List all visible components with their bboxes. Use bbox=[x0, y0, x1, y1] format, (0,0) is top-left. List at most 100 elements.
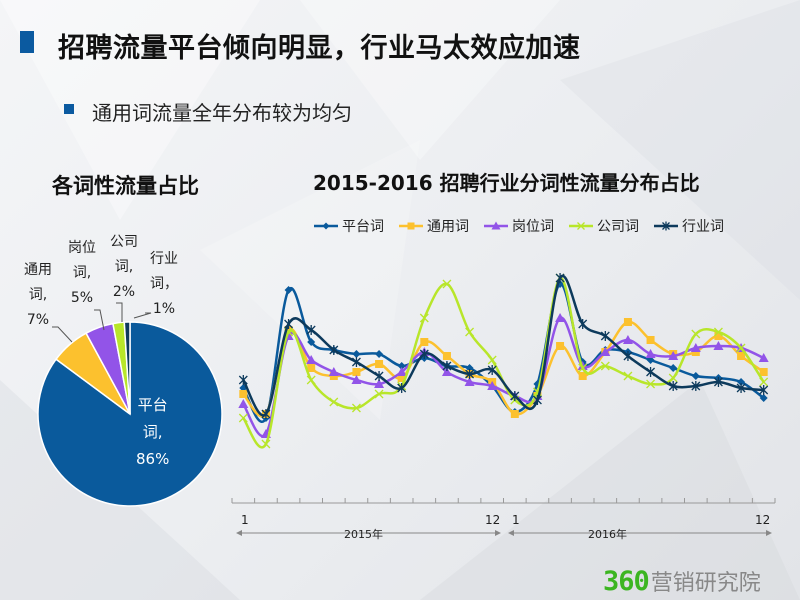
data-point bbox=[397, 383, 407, 393]
legend-label: 公司词 bbox=[597, 219, 639, 235]
series-line bbox=[242, 316, 765, 438]
legend-label: 平台词 bbox=[342, 219, 384, 235]
data-point bbox=[646, 367, 656, 377]
data-point bbox=[623, 318, 632, 326]
data-point bbox=[487, 381, 498, 390]
brand-logo: 360 营销研究院 bbox=[603, 565, 761, 597]
data-point bbox=[307, 338, 316, 346]
page-title: 招聘流量平台倾向明显，行业马太效应加速 bbox=[58, 33, 581, 64]
data-point bbox=[238, 413, 248, 423]
data-point bbox=[691, 372, 700, 380]
data-point bbox=[351, 357, 361, 367]
x-group-label-2016: 2016年 bbox=[588, 528, 627, 541]
data-point bbox=[759, 385, 769, 395]
series-line bbox=[242, 274, 764, 417]
data-point bbox=[668, 373, 678, 383]
data-point bbox=[491, 221, 501, 230]
legend-label: 岗位词 bbox=[512, 219, 554, 235]
data-point bbox=[736, 383, 746, 393]
pie-leader-line bbox=[94, 309, 105, 331]
label-line: 公司 bbox=[110, 234, 138, 250]
data-point bbox=[668, 381, 678, 391]
data-point bbox=[714, 332, 723, 340]
arrow-head bbox=[508, 530, 514, 536]
data-point bbox=[691, 329, 701, 339]
series-3 bbox=[238, 273, 769, 449]
data-point bbox=[261, 439, 271, 449]
data-point bbox=[374, 371, 384, 381]
legend-label: 通用词 bbox=[427, 219, 469, 235]
legend-swatch bbox=[399, 222, 423, 230]
x-group-label-2015: 2015年 bbox=[344, 528, 383, 541]
data-point bbox=[397, 374, 406, 382]
data-point bbox=[532, 395, 542, 405]
legend-swatch bbox=[314, 222, 338, 230]
data-point bbox=[690, 343, 701, 352]
data-point bbox=[328, 367, 339, 376]
label-line: 词, bbox=[114, 259, 134, 275]
data-point bbox=[375, 350, 384, 358]
label-line: 词, bbox=[72, 265, 92, 281]
series-4 bbox=[238, 273, 769, 419]
data-point bbox=[646, 379, 656, 389]
data-point bbox=[510, 410, 519, 418]
data-point bbox=[600, 347, 611, 356]
data-point bbox=[284, 286, 293, 294]
data-point bbox=[668, 351, 679, 360]
pie-leader-line bbox=[133, 312, 152, 319]
data-point bbox=[351, 403, 361, 413]
data-point bbox=[556, 342, 565, 350]
data-point bbox=[578, 363, 588, 373]
data-point bbox=[736, 343, 746, 353]
data-point bbox=[465, 369, 475, 379]
data-point bbox=[397, 362, 406, 370]
data-point bbox=[645, 349, 656, 358]
data-point bbox=[374, 389, 384, 399]
data-point bbox=[419, 313, 429, 323]
data-point bbox=[713, 377, 723, 387]
data-point bbox=[322, 222, 330, 230]
pie-leader-line bbox=[52, 326, 73, 343]
data-point bbox=[374, 379, 385, 388]
data-point bbox=[352, 368, 361, 376]
title-bullet bbox=[20, 31, 34, 53]
legend-swatch bbox=[654, 221, 678, 231]
legend-label: 行业词 bbox=[682, 219, 724, 235]
data-point bbox=[419, 349, 429, 359]
arrow-head bbox=[236, 530, 242, 536]
pie-label-common: 通用 词, 7% bbox=[24, 258, 52, 333]
data-point bbox=[578, 319, 588, 329]
x-tick-label: 12 bbox=[755, 513, 771, 527]
pie-label-platform: 平台 词, 86% bbox=[136, 392, 169, 473]
label-line: 平台 bbox=[137, 396, 168, 414]
pie-chart-title: 各词性流量占比 bbox=[52, 174, 199, 198]
data-point bbox=[600, 331, 610, 341]
logo-number: 360 bbox=[603, 566, 650, 597]
legend-item-position: 岗位词 bbox=[483, 216, 554, 236]
data-point bbox=[238, 375, 248, 385]
data-point bbox=[442, 352, 451, 360]
data-point bbox=[510, 391, 520, 401]
data-point bbox=[555, 273, 565, 283]
data-point bbox=[352, 350, 361, 358]
label-line: 86% bbox=[136, 450, 170, 468]
label-line: 词, bbox=[142, 423, 163, 441]
label-line: 词, bbox=[28, 287, 48, 303]
subtitle-bullet bbox=[64, 104, 74, 114]
chart-legend: 平台词 通用词 岗位词 公司词 行业词 bbox=[313, 216, 724, 236]
data-point bbox=[261, 409, 271, 419]
legend-swatch bbox=[569, 222, 593, 230]
subtitle: 通用词流量全年分布较为均匀 bbox=[92, 101, 352, 125]
data-point bbox=[407, 222, 415, 230]
data-point bbox=[623, 371, 633, 381]
label-line: 2% bbox=[112, 284, 136, 300]
data-point bbox=[442, 361, 452, 371]
data-point bbox=[759, 394, 768, 402]
arrow-head bbox=[495, 530, 501, 536]
pie-label-company: 公司 词, 2% bbox=[110, 230, 138, 305]
data-point bbox=[691, 381, 701, 391]
data-point bbox=[375, 360, 384, 368]
data-point bbox=[441, 367, 452, 376]
